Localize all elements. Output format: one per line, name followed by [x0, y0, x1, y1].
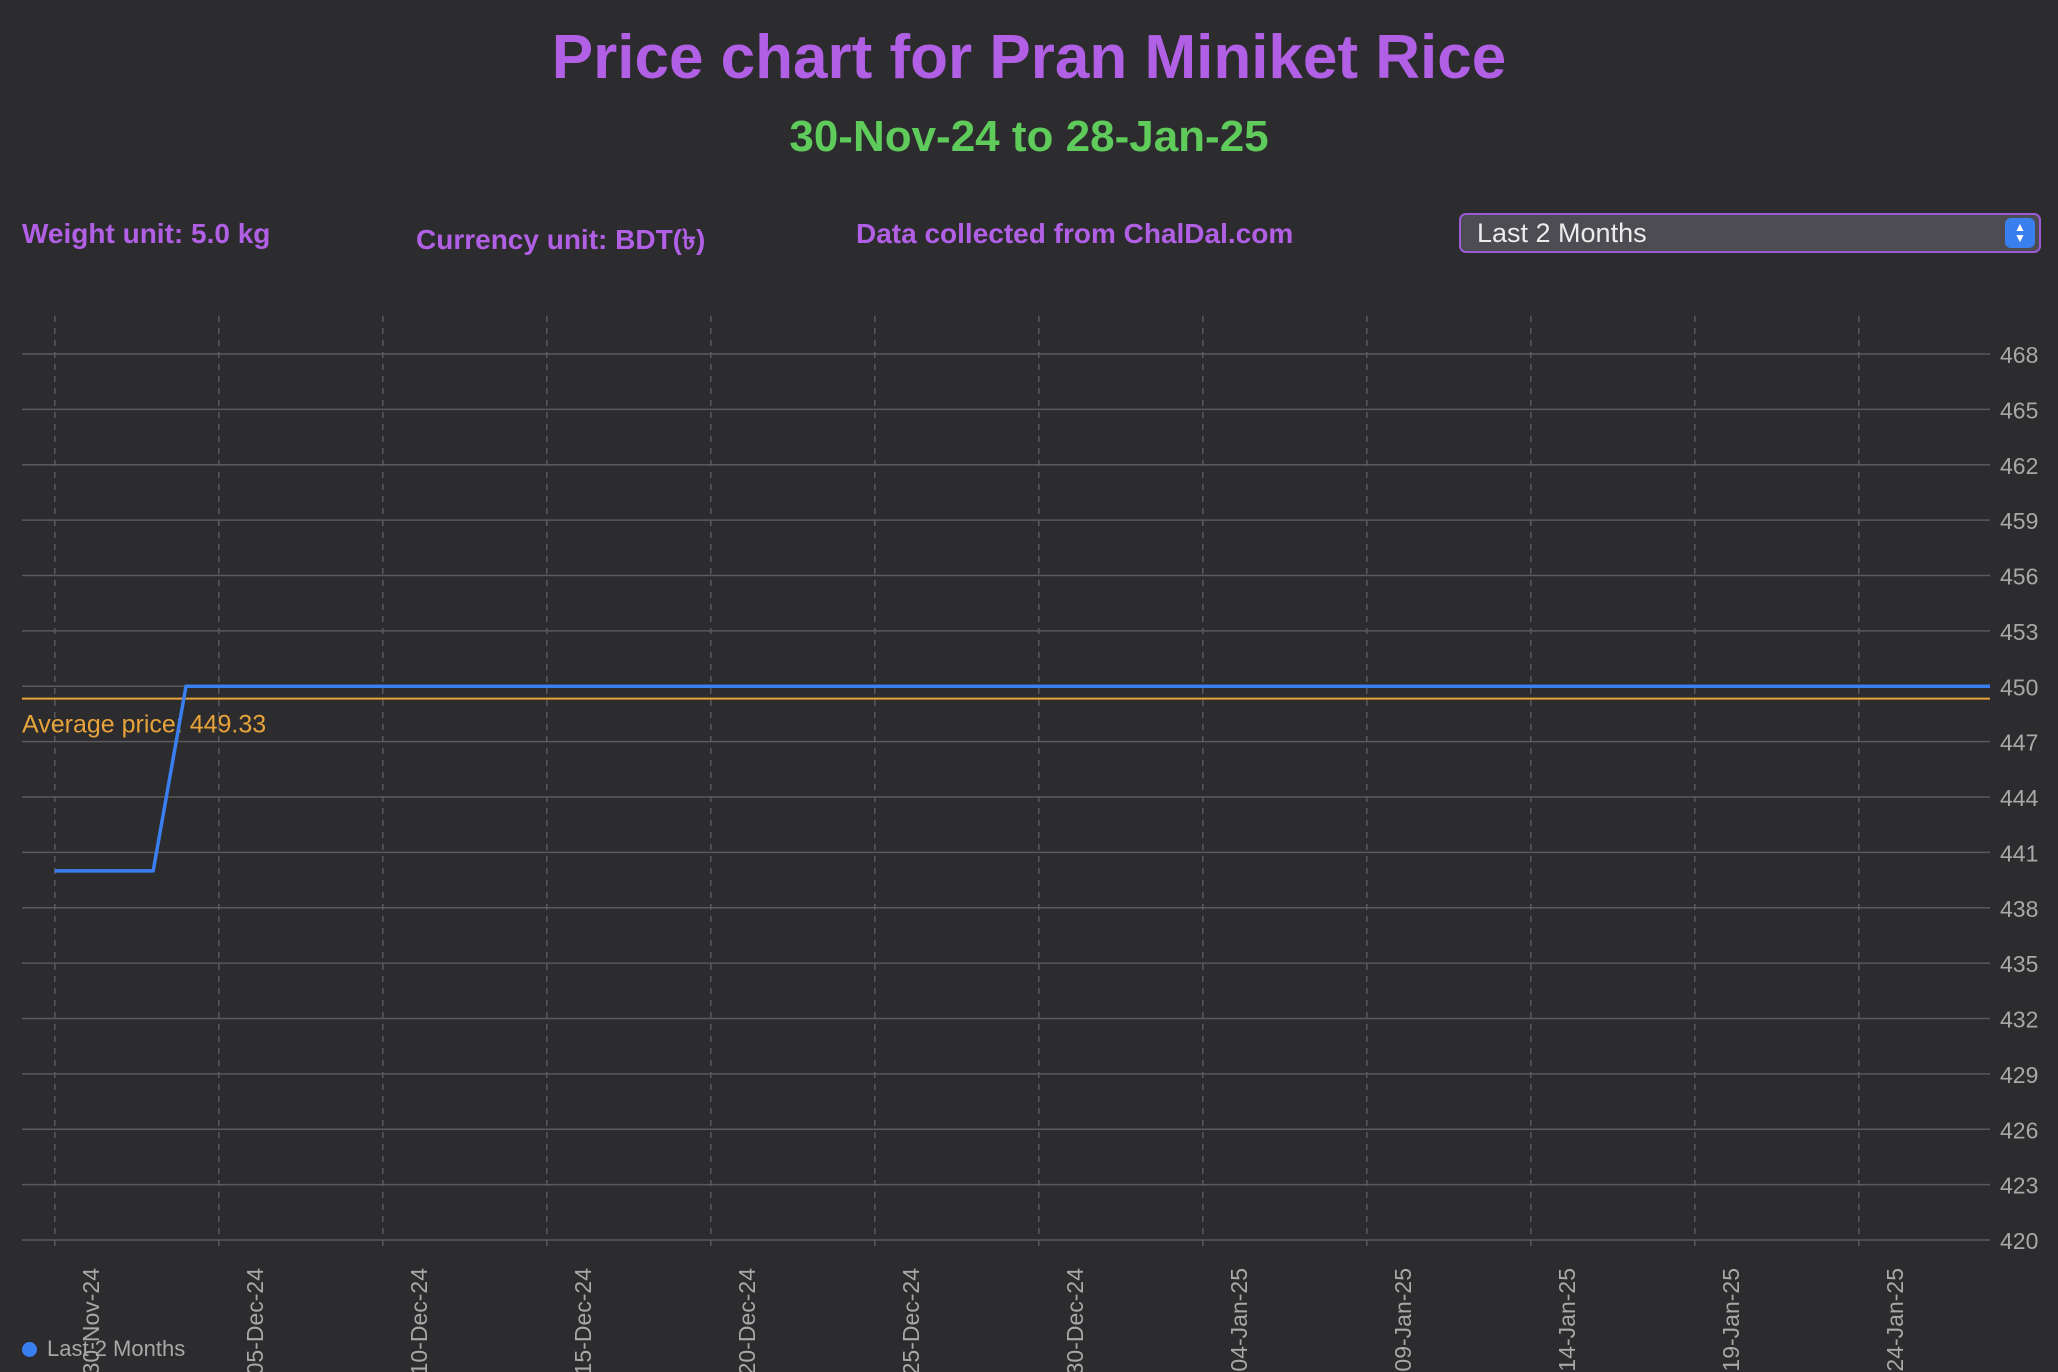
chevron-up-down-icon[interactable]: ▲ ▼ — [2005, 218, 2035, 248]
currency-unit-label: Currency unit: BDT(৳) — [416, 224, 706, 255]
y-tick-label: 447 — [2000, 730, 2038, 756]
weight-unit-label: Weight unit: 5.0 kg — [22, 218, 271, 249]
x-tick-label: 24-Jan-25 — [1882, 1268, 1908, 1372]
y-tick-label: 429 — [2000, 1062, 2038, 1088]
y-tick-label: 423 — [2000, 1173, 2038, 1199]
x-tick-label: 20-Dec-24 — [734, 1268, 760, 1372]
x-tick-label: 19-Jan-25 — [1718, 1268, 1744, 1372]
y-tick-label: 468 — [2000, 342, 2038, 368]
x-tick-label: 25-Dec-24 — [898, 1268, 924, 1372]
x-tick-label: 04-Jan-25 — [1226, 1268, 1252, 1372]
y-tick-label: 426 — [2000, 1117, 2038, 1143]
legend: Last 2 Months — [22, 1336, 185, 1362]
price-series-line — [54, 684, 1990, 873]
y-tick-label: 459 — [2000, 508, 2038, 534]
range-select-value: Last 2 Months — [1477, 217, 1647, 248]
x-tick-label: 05-Dec-24 — [242, 1268, 268, 1372]
y-tick-label: 435 — [2000, 951, 2038, 977]
average-price-label: Average price: 449.33 — [22, 711, 266, 739]
range-select[interactable]: Last 2 Months ▲ ▼ — [1459, 213, 2041, 253]
y-tick-label: 453 — [2000, 619, 2038, 645]
x-tick-label: 14-Jan-25 — [1554, 1268, 1580, 1372]
y-tick-label: 444 — [2000, 785, 2039, 811]
y-tick-label: 441 — [2000, 840, 2038, 866]
x-tick-label: 30-Nov-24 — [78, 1268, 104, 1372]
y-tick-label: 420 — [2000, 1228, 2038, 1254]
y-tick-label: 450 — [2000, 674, 2038, 700]
legend-swatch — [22, 1341, 37, 1357]
data-source-label: Data collected from ChalDal.com — [856, 218, 1294, 249]
x-tick-label: 15-Dec-24 — [570, 1268, 596, 1372]
y-tick-label: 465 — [2000, 397, 2038, 423]
chart-title: Price chart for Pran Miniket Rice — [551, 23, 1507, 92]
x-tick-label: 30-Dec-24 — [1062, 1268, 1088, 1372]
y-tick-label: 432 — [2000, 1007, 2038, 1033]
x-tick-label: 09-Jan-25 — [1390, 1268, 1416, 1372]
legend-entry: Last 2 Months — [47, 1336, 186, 1361]
y-tick-label: 462 — [2000, 453, 2038, 479]
y-tick-label: 456 — [2000, 564, 2038, 590]
y-tick-label: 438 — [2000, 896, 2038, 922]
x-tick-label: 10-Dec-24 — [406, 1268, 432, 1372]
date-range-subtitle: 30-Nov-24 to 28-Jan-25 — [789, 112, 1269, 161]
